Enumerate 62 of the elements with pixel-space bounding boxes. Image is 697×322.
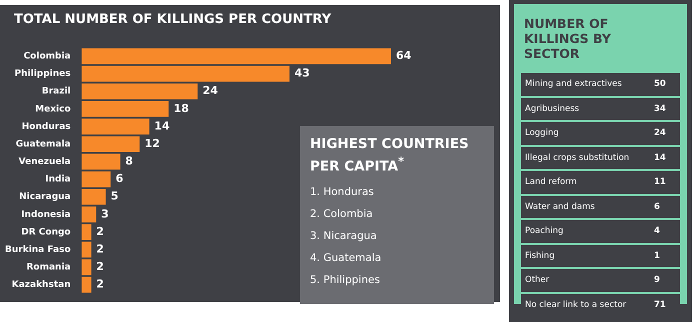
y-tick-label: Honduras	[22, 122, 71, 132]
data-label: 12	[144, 136, 160, 150]
data-label: 14	[154, 119, 170, 132]
data-label: 24	[202, 84, 218, 98]
data-label: 18	[174, 102, 189, 115]
annotation: 4. Guatemala	[310, 252, 382, 264]
data-label: 50	[650, 73, 680, 96]
category-label: Water and dams	[521, 196, 650, 218]
y-tick-label: Guatemala	[16, 139, 71, 150]
data-label: 11	[650, 171, 680, 194]
data-label: 34	[650, 98, 680, 120]
y-tick-label: Mexico	[35, 104, 71, 114]
data-label: 5	[110, 190, 118, 203]
y-tick-label: Colombia	[24, 52, 71, 62]
annotation: 3. Nicaragua	[310, 230, 378, 242]
data-label: 14	[650, 146, 680, 169]
data-label: 64	[396, 49, 412, 62]
data-label: 6	[116, 172, 124, 186]
y-tick-label: Romania	[26, 262, 71, 273]
y-tick-label: Philippines	[14, 69, 71, 80]
annotation: 2. Colombia	[310, 208, 374, 220]
y-tick-label: Kazakhstan	[12, 280, 71, 290]
category-label: Poaching	[521, 220, 650, 242]
y-tick-label: Venezuela	[18, 157, 71, 168]
bar	[82, 154, 120, 170]
category-label: Mining and extractives	[521, 73, 650, 96]
y-tick-label: Nicaragua	[19, 192, 71, 202]
data-label: 6	[650, 196, 680, 218]
bar	[82, 66, 290, 82]
data-label: 2	[96, 260, 104, 274]
category-label: Other	[521, 269, 650, 292]
y-tick-label: Brazil	[42, 86, 71, 97]
bar	[82, 171, 111, 188]
data-label: 24	[650, 122, 680, 144]
y-tick-label: Indonesia	[21, 210, 71, 220]
data-label: 71	[650, 294, 680, 316]
annotation: HIGHEST COUNTRIES PER CAPITA$^{*}$	[310, 136, 470, 176]
y-tick-label: Burkina Faso	[5, 244, 71, 255]
data-label: 2	[96, 242, 104, 256]
category-label: No clear link to a sector	[521, 294, 650, 316]
bar	[82, 259, 92, 276]
data-label: 43	[294, 66, 310, 80]
chart-title: TOTAL NUMBER OF KILLINGS PER COUNTRY	[14, 12, 332, 27]
category-label: Logging	[521, 122, 650, 144]
data-label: 2	[96, 278, 104, 291]
data-label: 2	[96, 224, 104, 238]
category-label: Illegal crops substitution	[521, 146, 650, 169]
data-label: 9	[650, 269, 680, 292]
bar	[82, 48, 391, 64]
y-tick-label: India	[45, 174, 71, 185]
data-label: 3	[101, 207, 109, 220]
data-label: 8	[125, 154, 133, 168]
category-label: Fishing	[521, 244, 650, 267]
text: NUMBER OF KILLINGS BY SECTOR	[524, 16, 612, 61]
bar	[82, 276, 92, 293]
y-tick-label: DR Congo	[21, 227, 71, 238]
annotation: 5. Philippines	[310, 274, 381, 286]
category-label: Land reform	[521, 171, 650, 194]
data-label: 1	[650, 244, 680, 267]
data-label: 4	[650, 220, 680, 242]
annotation: 1. Honduras	[310, 186, 375, 198]
category-label: Agribusiness	[521, 98, 650, 120]
